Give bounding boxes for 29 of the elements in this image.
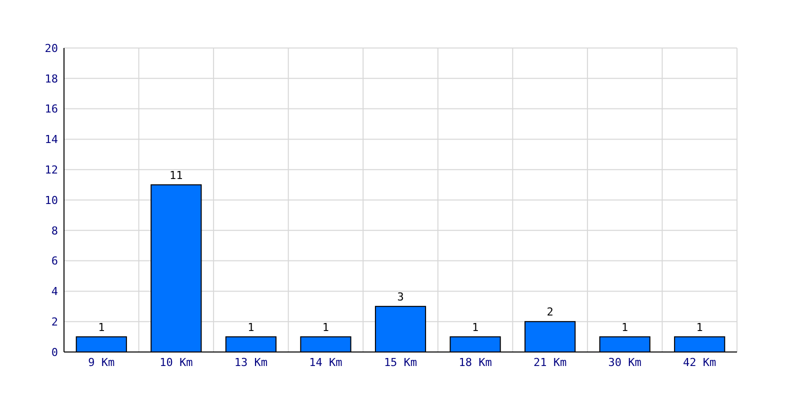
data-label: 1 (696, 320, 703, 334)
x-tick-label: 21 Km (533, 356, 567, 369)
x-tick-label: 10 Km (160, 356, 194, 369)
data-label: 1 (622, 320, 628, 334)
data-label: 11 (170, 168, 183, 182)
y-tick-label: 14 (44, 133, 58, 146)
x-tick-label: 18 Km (458, 356, 492, 369)
data-label: 1 (322, 320, 330, 334)
y-tick-label: 10 (44, 194, 58, 207)
y-tick-label: 6 (51, 254, 58, 268)
x-tick-label: 9 Km (88, 356, 116, 369)
x-tick-label: 15 Km (384, 356, 418, 369)
x-tick-label: 14 Km (309, 356, 343, 369)
y-tick-label: 20 (44, 42, 58, 55)
data-label: 1 (472, 320, 479, 334)
data-label: 2 (546, 306, 554, 319)
y-tick-label: 2 (51, 315, 58, 328)
y-tick-label: 18 (44, 72, 58, 86)
y-tick-label: 12 (44, 163, 58, 176)
y-tick-label: 16 (44, 102, 58, 116)
y-tick-label: 8 (51, 224, 58, 238)
x-tick-label: 30 Km (608, 356, 642, 369)
data-label: 1 (98, 320, 105, 334)
x-tick-label: 13 Km (234, 356, 268, 369)
y-tick-label: 4 (51, 285, 58, 298)
data-label: 1 (248, 320, 254, 334)
data-label: 3 (397, 290, 404, 304)
y-tick-label: 0 (51, 346, 58, 359)
x-tick-label: 42 Km (683, 356, 717, 369)
